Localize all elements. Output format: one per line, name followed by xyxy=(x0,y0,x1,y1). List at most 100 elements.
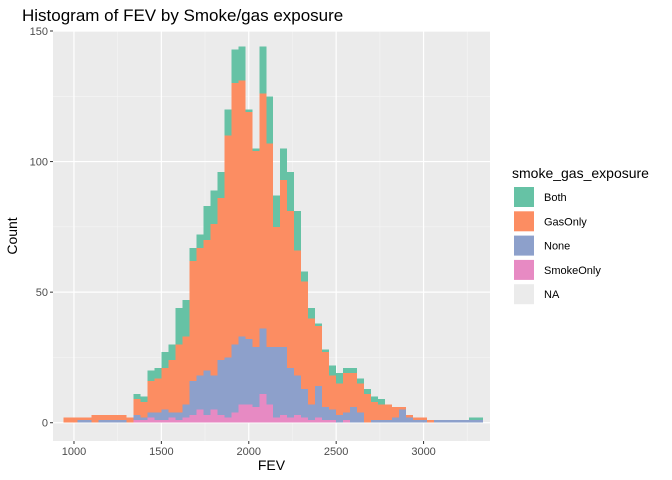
bar-none-3120 xyxy=(441,420,449,423)
bar-gasonly-1520 xyxy=(161,367,169,410)
bar-none-2200 xyxy=(280,346,288,415)
bar-gasonly-2200 xyxy=(280,179,288,347)
bar-both-2400 xyxy=(315,323,323,327)
legend-items: Both GasOnly None SmokeOnly NA xyxy=(514,187,601,305)
bar-both-1600 xyxy=(175,307,183,345)
bar-smokeonly-2160 xyxy=(273,417,281,423)
bar-gasonly-2800 xyxy=(385,404,393,421)
bar-gasonly-1080 xyxy=(84,417,92,421)
bar-gasonly-2480 xyxy=(329,375,337,410)
bar-none-2920 xyxy=(406,417,414,423)
y-tick-label: 0 xyxy=(42,418,48,430)
bar-none-1440 xyxy=(147,412,155,418)
legend-key-gasonly xyxy=(514,211,534,232)
bar-none-2880 xyxy=(399,409,407,423)
x-tick-label: 2000 xyxy=(237,446,261,458)
bar-none-2040 xyxy=(252,346,260,408)
x-tick-label: 3000 xyxy=(411,446,435,458)
bar-none-2840 xyxy=(392,417,400,423)
bar-smokeonly-1480 xyxy=(154,420,162,423)
bar-smokeonly-2040 xyxy=(252,407,260,423)
bar-smokeonly-2480 xyxy=(329,420,337,423)
bar-both-1760 xyxy=(203,205,211,240)
bar-gasonly-2160 xyxy=(273,226,281,347)
x-tick-label: 2500 xyxy=(324,446,348,458)
bar-both-3280 xyxy=(469,417,477,421)
bar-smokeonly-1720 xyxy=(196,409,204,423)
bar-smokeonly-1640 xyxy=(182,417,190,423)
bar-none-3320 xyxy=(476,420,484,423)
bar-gasonly-1360 xyxy=(133,399,141,415)
bar-none-2480 xyxy=(329,409,337,421)
bar-both-2680 xyxy=(364,388,372,394)
bar-gasonly-1760 xyxy=(203,239,211,371)
bar-both-1800 xyxy=(210,190,218,225)
legend-label-none: None xyxy=(544,241,570,253)
bar-none-3200 xyxy=(455,420,463,423)
legend-label-na: NA xyxy=(544,289,560,301)
bar-gasonly-1480 xyxy=(154,378,162,413)
bar-none-1760 xyxy=(203,370,211,415)
bar-gasonly-1200 xyxy=(105,414,113,421)
bar-gasonly-1600 xyxy=(175,344,183,413)
legend-key-smokeonly xyxy=(514,259,534,280)
bar-gasonly-2240 xyxy=(287,211,295,368)
bar-none-1640 xyxy=(182,404,190,418)
bar-none-1800 xyxy=(210,375,218,410)
bar-both-2040 xyxy=(252,148,260,152)
x-axis-label: FEV xyxy=(258,457,286,473)
bar-gasonly-2880 xyxy=(399,407,407,410)
x-tick-label: 1000 xyxy=(62,446,86,458)
bar-gasonly-2400 xyxy=(315,326,323,387)
chart-title: Histogram of FEV by Smoke/gas exposure xyxy=(22,6,343,25)
bar-smokeonly-1840 xyxy=(217,414,225,423)
bar-none-3000 xyxy=(420,420,428,423)
bar-smokeonly-2560 xyxy=(343,420,351,423)
bar-gasonly-1240 xyxy=(112,414,120,421)
bar-both-2560 xyxy=(343,367,351,374)
x-tick-label: 1500 xyxy=(149,446,173,458)
bar-none-2160 xyxy=(273,346,281,418)
bar-none-2440 xyxy=(322,407,330,421)
bar-gasonly-960 xyxy=(63,417,71,423)
bar-smokeonly-1680 xyxy=(189,414,197,423)
legend-label-both: Both xyxy=(544,192,567,204)
bar-smokeonly-1800 xyxy=(210,409,218,423)
bar-none-1360 xyxy=(133,414,141,421)
bar-both-1880 xyxy=(224,109,232,136)
bar-both-2320 xyxy=(301,271,309,282)
bar-both-1480 xyxy=(154,367,162,379)
bar-none-2560 xyxy=(343,412,351,421)
y-tick-label: 150 xyxy=(30,26,48,38)
bar-smokeonly-2120 xyxy=(266,404,274,423)
bar-both-2760 xyxy=(378,399,386,405)
bar-none-1840 xyxy=(217,360,225,415)
bar-both-1520 xyxy=(161,352,169,368)
bar-none-1480 xyxy=(154,412,162,421)
legend-label-smokeonly: SmokeOnly xyxy=(544,265,601,277)
bar-none-3160 xyxy=(448,420,456,423)
bar-smokeonly-2240 xyxy=(287,417,295,423)
bar-gasonly-2040 xyxy=(252,151,260,347)
bar-gasonly-2320 xyxy=(301,281,309,389)
bar-gasonly-1960 xyxy=(238,80,246,337)
bar-gasonly-1160 xyxy=(98,414,106,421)
bar-none-3240 xyxy=(462,420,470,423)
legend-title: smoke_gas_exposure xyxy=(512,165,649,181)
bar-both-1920 xyxy=(231,49,239,84)
bar-smokeonly-2280 xyxy=(294,414,302,423)
bar-none-1400 xyxy=(140,417,148,421)
bar-gasonly-2640 xyxy=(357,383,365,413)
bar-none-2280 xyxy=(294,375,302,415)
bar-gasonly-2120 xyxy=(266,143,274,347)
bar-none-1240 xyxy=(112,420,120,423)
bar-gasonly-1680 xyxy=(189,260,197,381)
bar-gasonly-1640 xyxy=(182,336,190,405)
x-axis: 1000 1500 2000 2500 3000 xyxy=(62,441,436,458)
bar-smokeonly-2080 xyxy=(259,393,267,423)
bar-both-2240 xyxy=(287,172,295,212)
bar-none-1280 xyxy=(119,420,127,423)
bar-both-1400 xyxy=(140,396,148,402)
bar-gasonly-1280 xyxy=(119,414,127,421)
